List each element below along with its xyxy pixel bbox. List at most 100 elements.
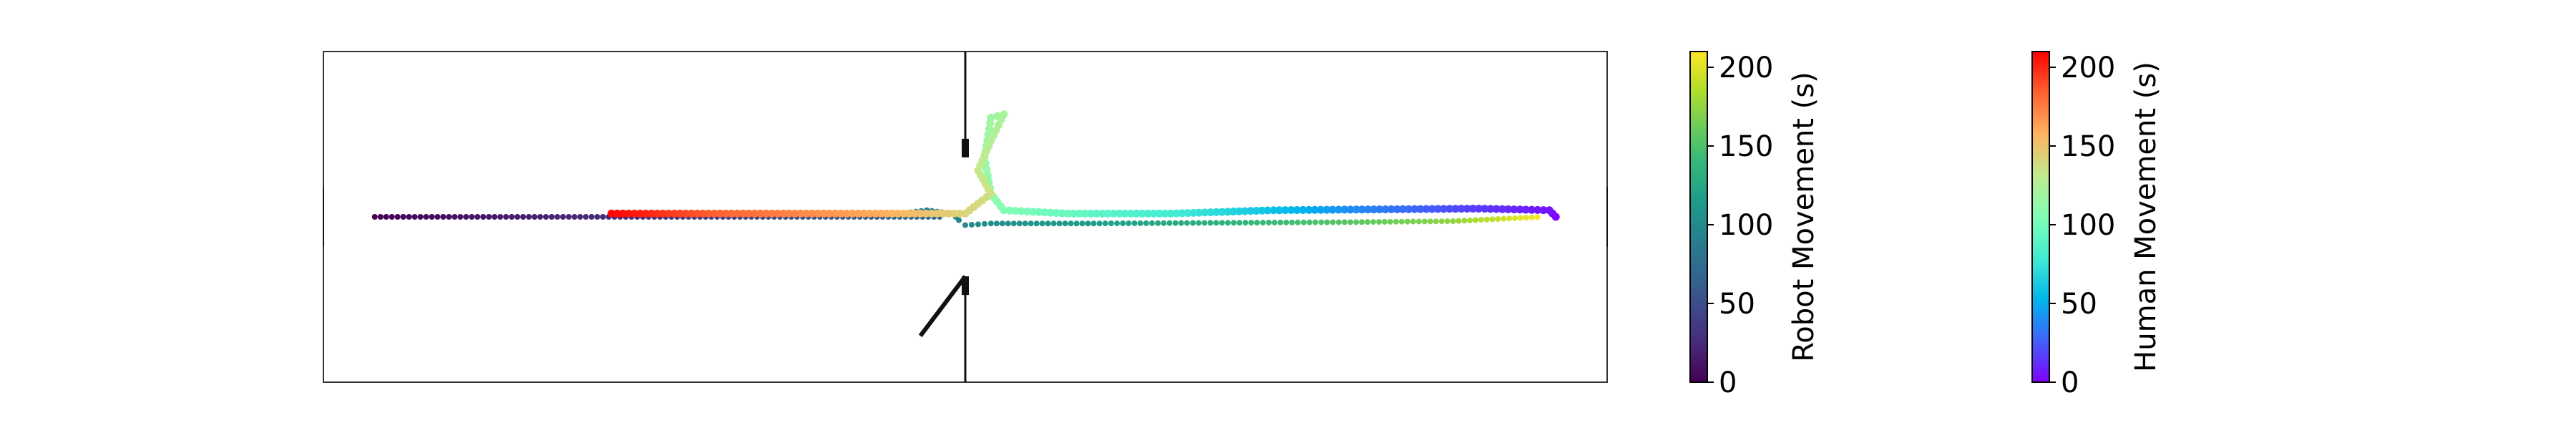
trajectory-point <box>520 214 527 220</box>
trajectory-point <box>987 113 995 122</box>
trajectory-point <box>452 214 458 220</box>
trajectory-point <box>675 209 684 218</box>
trajectory-point <box>1421 218 1428 225</box>
trajectory-point <box>950 209 958 218</box>
trajectory-point <box>814 209 822 218</box>
trajectory-point <box>1463 205 1471 213</box>
trajectory-point <box>1405 205 1413 213</box>
trajectory-point <box>630 209 639 218</box>
trajectory-point <box>1283 219 1289 225</box>
trajectory-point <box>417 214 424 220</box>
trajectory-point <box>1352 205 1360 214</box>
trajectory-point <box>446 214 452 220</box>
trajectory-point <box>710 209 718 218</box>
trajectory-point <box>1347 219 1354 225</box>
trajectory-point <box>1137 220 1143 226</box>
trajectory-point <box>497 214 504 220</box>
trajectory-point <box>1359 219 1365 225</box>
trajectory-point <box>1138 209 1146 218</box>
trajectory-point <box>842 209 851 218</box>
trajectory-point <box>1079 220 1085 227</box>
colorbar-robot-tick-label: 50 <box>1719 288 1755 321</box>
trajectory-point <box>687 209 696 218</box>
trajectory-point <box>1109 209 1118 218</box>
colorbar-robot-label: Robot Movement (s) <box>1787 72 1820 361</box>
trajectory-point <box>577 214 583 220</box>
trajectory-point <box>1387 218 1394 225</box>
trajectory-point <box>1504 205 1513 213</box>
trajectory-point <box>383 214 389 220</box>
trajectory-point <box>1289 219 1295 225</box>
trajectory-point <box>1433 218 1439 225</box>
trajectory-point <box>1143 209 1152 218</box>
trajectory-point <box>1126 209 1135 218</box>
trajectory-point <box>825 209 834 218</box>
trajectory-point <box>1335 219 1342 225</box>
colorbar-robot-tick-label: 100 <box>1719 209 1773 242</box>
trajectory-point <box>1468 205 1477 213</box>
trajectory-point <box>859 209 868 218</box>
trajectory-point <box>1005 206 1014 215</box>
trajectory-point <box>1444 218 1450 225</box>
trajectory-point <box>1035 208 1043 216</box>
trajectory-point <box>1016 220 1023 227</box>
trajectory-point <box>406 214 412 220</box>
trajectory-point <box>670 209 678 218</box>
trajectory-point <box>1358 205 1367 214</box>
trajectory-point <box>486 214 492 220</box>
trajectory-point <box>532 214 538 220</box>
trajectory-point <box>1528 205 1536 214</box>
trajectory-point <box>1370 219 1377 225</box>
trajectory-point <box>1050 220 1057 227</box>
trajectory-point <box>1195 208 1204 217</box>
trajectory-point <box>1533 205 1542 214</box>
trajectory-point <box>1346 205 1355 214</box>
trajectory-point <box>1451 205 1460 213</box>
trajectory-point <box>1102 220 1108 227</box>
trajectory-point <box>693 209 701 218</box>
trajectory-point <box>469 214 475 220</box>
trajectory-point <box>1091 220 1097 227</box>
trajectory-point <box>565 214 572 220</box>
trajectory-point <box>1381 205 1390 213</box>
trajectory-point <box>1085 220 1091 227</box>
trajectory-point <box>658 209 667 218</box>
trajectory-point <box>1132 209 1141 218</box>
trajectory-point <box>831 209 839 218</box>
trajectory-point <box>1046 208 1055 217</box>
trajectory-point <box>1005 220 1011 227</box>
trajectory-point <box>1229 208 1238 216</box>
trajectory-point <box>1322 205 1331 214</box>
trajectory-point <box>1161 220 1167 226</box>
environment-layer <box>323 52 1608 382</box>
trajectory-point <box>877 209 885 218</box>
colorbar-human-tick-label: 200 <box>2061 52 2115 84</box>
trajectory-point <box>933 209 942 218</box>
trajectory-point <box>1415 218 1422 225</box>
trajectory-point <box>1376 219 1382 225</box>
trajectory-point <box>423 214 429 220</box>
trajectory-point <box>1545 206 1553 215</box>
trajectory-point <box>1052 209 1060 218</box>
trajectory-point <box>854 209 862 218</box>
trajectory-point <box>653 209 661 218</box>
trajectory-point <box>1161 209 1169 218</box>
trajectory-point <box>1300 219 1307 225</box>
trajectory-point <box>434 214 441 220</box>
trajectory-point <box>808 209 816 218</box>
trajectory-point <box>1275 206 1284 215</box>
colorbar-human-label: Human Movement (s) <box>2129 62 2162 372</box>
trajectory-point <box>1455 218 1462 224</box>
trajectory-point <box>1340 205 1349 214</box>
colorbar-human-tick-label: 50 <box>2061 288 2097 321</box>
trajectory-point <box>962 222 968 228</box>
trajectory-point <box>1045 220 1051 227</box>
trajectory-point <box>1428 205 1436 213</box>
trajectory-point <box>400 214 406 220</box>
trajectory-point <box>647 209 655 218</box>
trajectory-point <box>1510 205 1518 214</box>
trajectory-point <box>1475 204 1483 213</box>
trajectory-point <box>956 217 962 223</box>
trajectory-point <box>1010 220 1017 227</box>
